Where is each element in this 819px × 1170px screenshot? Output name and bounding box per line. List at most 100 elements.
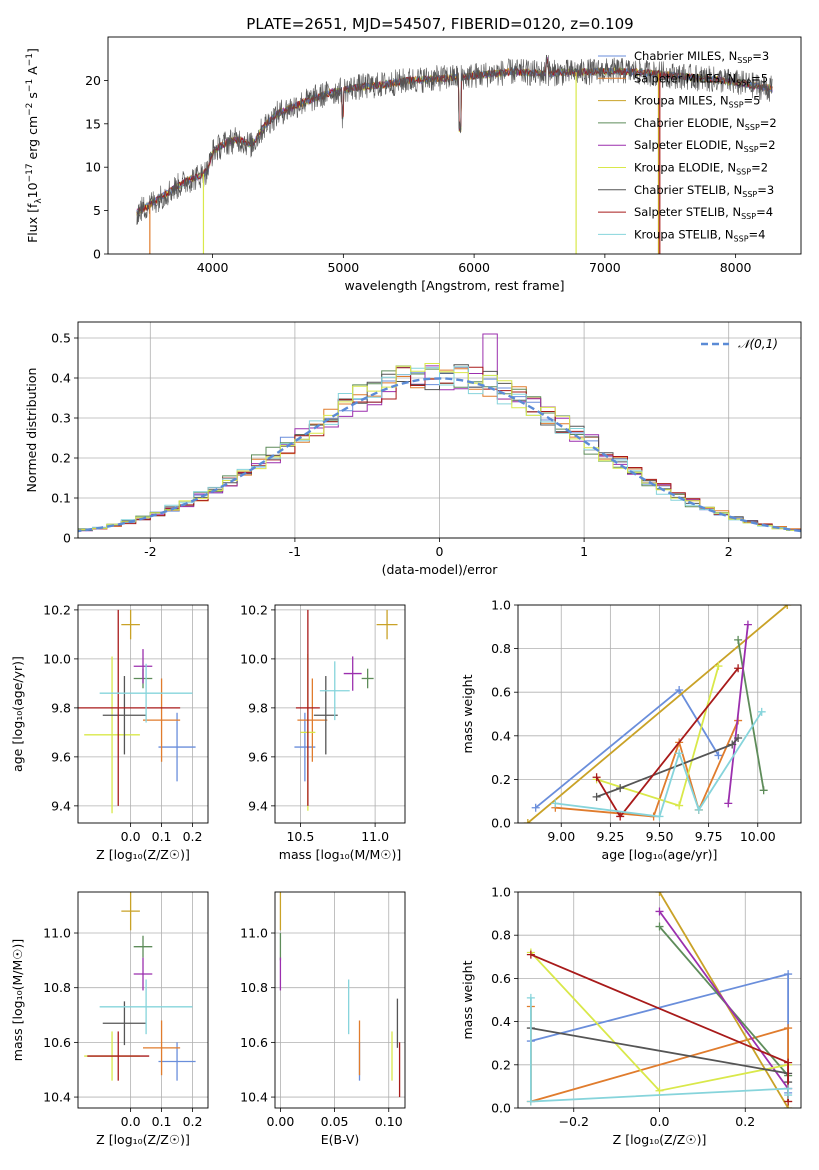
weight-vs-Z-ytick-label: 0.4 [491,1014,511,1029]
weight-vs-age-marker [714,662,723,671]
weight-vs-age-line-3 [527,605,788,823]
weight-vs-age-marker [714,751,723,760]
weight-vs-Z-axes: −0.2 0.0 0.2 0.0 0.2 0.4 0.6 0.8 1.0 [491,885,801,1129]
age-vs-Z-xtick-label: 0.0 [121,829,141,844]
weight-vs-age-ylabel: mass weight [460,674,475,753]
spectrum-ytick-label: 5 [93,203,101,218]
weight-vs-age-ytick-label: 0.2 [491,772,511,787]
mass-vs-Z-ytick-label: 10.6 [43,1035,71,1050]
weight-vs-age-line-4 [737,639,765,791]
mass-vs-EBV-xtick-label: 0.05 [321,1114,349,1129]
spectrum-ylabel: Flux [fλ10−17 erg cm−2 s−1 A−1] [25,48,44,243]
mass-vs-Z-ytick-label: 10.8 [43,980,71,995]
weight-vs-Z-ylabel: mass weight [460,960,475,1039]
age-vs-mass-xtick-label: 10.5 [286,829,314,844]
mass-vs-Z-ytick-label: 10.4 [43,1090,71,1105]
age-vs-Z-ytick-label: 10.0 [43,651,71,666]
weight-vs-age-marker [734,635,743,644]
weight-vs-Z-line-5 [658,910,789,1090]
legend-label-3: Chabrier ELODIE, NSSP=2 [634,116,777,132]
mass-vs-Z-xtick-label: 0.0 [121,1114,141,1129]
weight-vs-age-marker [694,805,703,814]
residuals-xtick-label: -1 [289,544,301,559]
age-vs-Z-ytick-label: 10.2 [43,602,71,617]
weight-vs-Z-marker [655,892,664,896]
spectrum-ytick-label: 15 [85,116,101,131]
spectrum-frame [107,36,802,255]
weight-vs-age-ytick-label: 0.4 [491,728,511,743]
weight-vs-Z-marker [655,907,664,916]
weight-vs-Z-xtick-label: −0.2 [559,1114,589,1129]
age-vs-mass-ytick-label: 9.4 [248,798,268,813]
weight-vs-age-marker [616,784,625,793]
mass-vs-EBV-points [279,892,401,1098]
age-vs-Z-ytick-label: 9.8 [51,700,71,715]
weight-vs-Z-lines [526,892,793,1108]
weight-vs-age-marker [616,812,625,821]
spectrum-ytick-label: 20 [85,73,101,88]
weight-vs-age-marker [523,819,532,823]
legend-label-2: Kroupa MILES, NSSP=5 [634,94,760,110]
weight-vs-Z-marker [526,1097,535,1106]
age-vs-mass-ytick-label: 9.6 [248,749,268,764]
legend-label-0: Chabrier MILES, NSSP=3 [634,49,769,65]
weight-vs-age-marker [783,605,792,609]
weight-vs-age-marker [759,786,768,795]
weight-vs-age-xtick-label: 9.75 [695,829,723,844]
age-vs-Z-xtick-label: 0.2 [183,829,203,844]
residuals-xtick-label: 1 [580,544,588,559]
age-vs-Z-xlabel: Z [log₁₀(Z/Z☉)] [96,847,190,862]
weight-vs-Z-marker [784,1058,793,1067]
weight-vs-age-marker [734,664,743,673]
weight-vs-Z-marker [526,993,535,1002]
weight-vs-Z-marker [655,1086,664,1095]
age-vs-Z-xtick-label: 0.1 [152,829,172,844]
weight-vs-Z-marker [784,1091,793,1100]
weight-vs-age-ytick-label: 1.0 [491,598,511,613]
spectrum-xtick-label: 7000 [589,260,621,275]
mass-vs-Z-ytick-label: 11.0 [43,926,71,941]
weight-vs-Z-xtick-label: 0.2 [735,1114,755,1129]
residuals-ytick-label: 0.4 [51,371,71,386]
mass-vs-EBV-axes: 0.00 0.05 0.10 10.4 10.6 10.8 11.0 [240,892,405,1129]
mass-vs-Z-ylabel: mass [log₁₀(M/M☉)] [10,939,25,1061]
weight-vs-age-marker [531,803,540,812]
residuals-ytick-label: 0.3 [51,411,71,426]
age-vs-mass-ytick-label: 10.2 [240,602,268,617]
spectrum-line-6 [136,54,773,225]
weight-vs-age-marker [551,799,560,808]
weight-vs-Z-ytick-label: 0.6 [491,971,511,986]
mass-vs-EBV-xtick-label: 0.10 [375,1114,403,1129]
spectrum-legend: Chabrier MILES, NSSP=3 Salpeter MILES, NS… [598,49,777,243]
mass-vs-Z-frame [77,891,209,1109]
weight-vs-age-marker [655,812,664,821]
mass-vs-Z-axes: 0.0 0.1 0.2 10.4 10.6 10.8 11.0 [43,892,208,1129]
weight-vs-Z-ytick-label: 0.2 [491,1057,511,1072]
age-vs-mass-xlabel: mass [log₁₀(M/M☉)] [279,847,401,862]
residual-histograms [78,333,801,533]
mass-vs-EBV-ytick-label: 10.6 [240,1035,268,1050]
mass-vs-Z-xtick-label: 0.1 [152,1114,172,1129]
weight-vs-Z-ytick-label: 0.0 [491,1101,511,1116]
weight-vs-Z-marker [526,950,535,959]
weight-vs-age-marker [734,733,743,742]
weight-vs-age-xtick-label: 10.00 [740,829,776,844]
age-vs-mass-axes: 10.5 11.0 9.4 9.6 9.8 10.0 10.2 [240,602,405,844]
spectrum-axes: 4000 5000 6000 7000 8000 0 5 10 15 20 [85,73,751,275]
weight-vs-Z-marker [784,970,793,979]
age-vs-Z-points [78,609,196,814]
residuals-ytick-label: 0 [63,531,71,546]
residuals-legend-label: 𝒩(0,1) [738,337,778,351]
mass-vs-EBV-frame [274,891,406,1109]
spectrum-xtick-label: 4000 [197,260,229,275]
weight-vs-age-frame [517,604,802,824]
age-vs-mass-points [294,609,398,811]
weight-vs-Z-ytick-label: 0.8 [491,928,511,943]
weight-vs-Z-xlabel: Z [log₁₀(Z/Z☉)] [613,1132,707,1147]
weight-vs-age-marker [675,801,684,810]
residuals-xtick-label: 2 [725,544,733,559]
age-vs-Z-frame [77,604,209,824]
weight-vs-age-ytick-label: 0.0 [491,816,511,831]
spectrum-xtick-label: 8000 [720,260,752,275]
